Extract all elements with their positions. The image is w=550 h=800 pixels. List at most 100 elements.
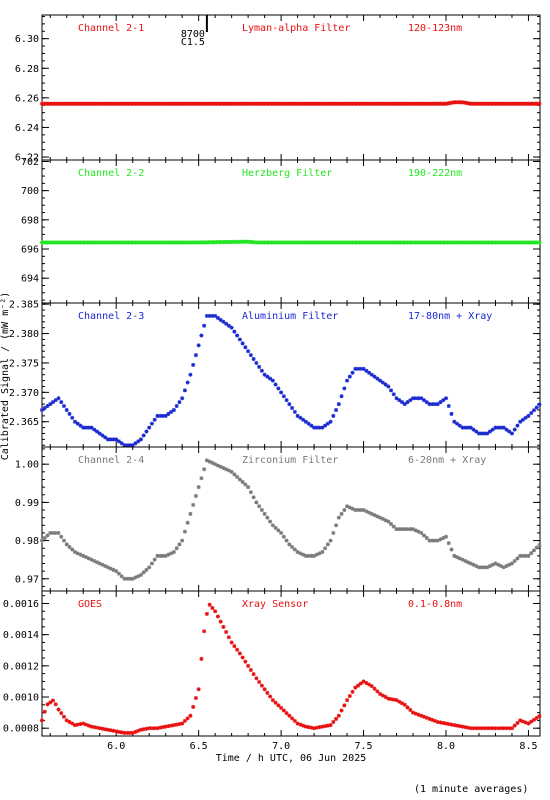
data-point [262,687,267,692]
data-point [174,546,179,551]
data-point [438,400,443,405]
panel-5-frame [41,590,541,737]
data-point [108,437,113,442]
data-point [130,730,135,735]
data-point [438,720,443,725]
y-tick-label: 696 [21,245,39,256]
data-point [232,329,237,334]
data-point [149,421,154,426]
x-tick-label: 7.0 [272,741,290,752]
data-point [268,376,273,381]
data-point [430,402,435,407]
data-point [474,726,479,731]
data-point [460,724,465,729]
data-point [273,700,278,705]
data-point [119,441,124,446]
data-point [287,402,292,407]
y-tick-label: 0.99 [15,498,39,509]
data-point [92,427,97,432]
data-point [446,541,451,546]
panel-2-frame [41,159,541,304]
data-point [70,721,75,726]
data-point [290,716,295,721]
data-point [529,551,534,556]
y-tick-label: 6.26 [15,93,39,104]
data-point [435,719,440,724]
data-point [92,725,97,730]
data-point [465,425,470,430]
data-point [103,727,108,732]
data-point [116,439,121,444]
data-point [331,530,336,535]
data-point [531,548,536,553]
y-tick-label: 2.370 [9,388,39,399]
data-point [504,726,509,731]
data-point [394,698,399,703]
panel-2-band-label: 190-222nm [408,168,462,179]
data-point [229,325,234,330]
data-point [78,423,83,428]
y-tick-label: 2.365 [9,417,39,428]
y-tick-label: 2.380 [9,329,39,340]
data-point [89,724,94,729]
data-point [375,376,380,381]
panel-3-series [40,313,542,448]
data-point [345,698,350,703]
data-point [287,542,292,547]
data-point [196,687,201,692]
data-point [166,724,171,729]
y-tick-label: 2.375 [9,358,39,369]
data-point [40,407,44,412]
data-point [301,552,306,557]
data-point [114,729,119,734]
y-tick-label: 0.0012 [3,661,39,672]
data-point [490,726,495,731]
data-point [287,713,292,718]
data-point [127,443,132,448]
data-point [309,725,314,730]
data-point [402,402,407,407]
data-point [155,726,160,731]
data-point [493,726,498,731]
data-point [295,721,300,726]
data-point [125,443,130,448]
data-point [504,564,509,569]
data-point [342,508,347,513]
data-point [320,550,325,555]
data-point [50,698,55,703]
data-point [471,427,476,432]
data-point [50,400,55,405]
data-point [40,718,44,723]
data-point [100,562,105,567]
data-point [301,723,306,728]
footnote: (1 minute averages) [414,784,528,795]
data-point [468,726,473,731]
data-point [243,659,248,664]
data-point [411,396,416,401]
data-point [152,417,157,422]
y-tick-label: 694 [21,274,39,285]
panel-2: 694 696 698 700 702 Channel 2-2 Herzberg Filte… [21,157,542,304]
data-point [111,437,116,442]
data-point [59,400,64,405]
data-point [163,413,168,418]
y-tick-label: 700 [21,186,39,197]
data-point [465,725,470,730]
data-point [493,425,498,430]
data-point [169,551,174,556]
data-point [136,574,141,579]
data-point [276,386,281,391]
data-point [248,667,253,672]
data-point [281,394,286,399]
data-point [356,366,361,371]
data-point [75,551,80,556]
data-point [427,538,432,543]
data-point [270,523,275,528]
data-point [191,362,196,367]
panel-1-filter-label: Lyman-alpha Filter [242,23,350,34]
data-point [416,396,421,401]
data-point [204,611,209,616]
data-point [449,722,454,727]
data-point [182,718,187,723]
data-point [196,343,201,348]
